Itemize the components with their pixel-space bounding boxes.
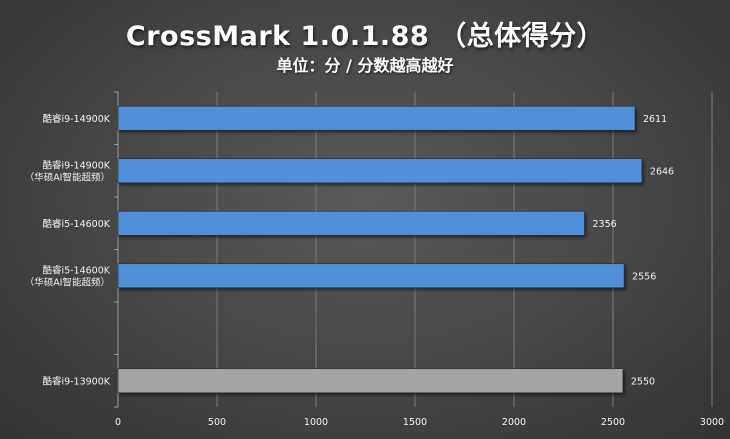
bar (117, 368, 624, 394)
category-label-line: 酷睿i9-13900K (42, 375, 110, 387)
data-label: 2611 (643, 114, 667, 125)
x-tick-label: 0 (115, 417, 121, 428)
bar (117, 210, 585, 236)
category-label-line: 酷睿i5-14600K (42, 218, 110, 230)
category-label-line: 酷睿i5-14600K (42, 264, 110, 276)
category-label: 酷睿i9-13900K (42, 375, 110, 387)
x-tick-label: 3000 (700, 417, 724, 428)
x-tick-label: 500 (208, 417, 226, 428)
chart-subtitle: 单位：分 / 分数越高越好 (276, 56, 454, 75)
x-tick-label: 1000 (304, 417, 328, 428)
category-label-line: 酷睿i9-14900K (42, 113, 110, 125)
category-label: 酷睿i5-14600K (42, 218, 110, 230)
bar (117, 105, 636, 131)
data-label: 2550 (631, 376, 655, 387)
data-label: 2356 (592, 219, 616, 230)
category-label-line: （华硕AI智能超频） (25, 276, 110, 288)
data-label: 2646 (650, 166, 674, 177)
bar (117, 158, 643, 184)
x-tick-label: 1500 (403, 417, 427, 428)
category-label-line: 酷睿i9-14900K (42, 159, 110, 171)
category-label-line: （华硕AI智能超频） (25, 171, 110, 183)
category-label: 酷睿i5-14600K （华硕AI智能超频） (25, 264, 111, 288)
category-label: 酷睿i9-14900K （华硕AI智能超频） (25, 159, 111, 183)
category-label: 酷睿i9-14900K (42, 113, 110, 125)
data-label: 2556 (632, 271, 656, 282)
bar (117, 263, 625, 289)
x-tick-label: 2000 (502, 417, 526, 428)
chart-title: CrossMark 1.0.1.88 （总体得分） (125, 21, 605, 52)
x-tick-label: 2500 (601, 417, 625, 428)
